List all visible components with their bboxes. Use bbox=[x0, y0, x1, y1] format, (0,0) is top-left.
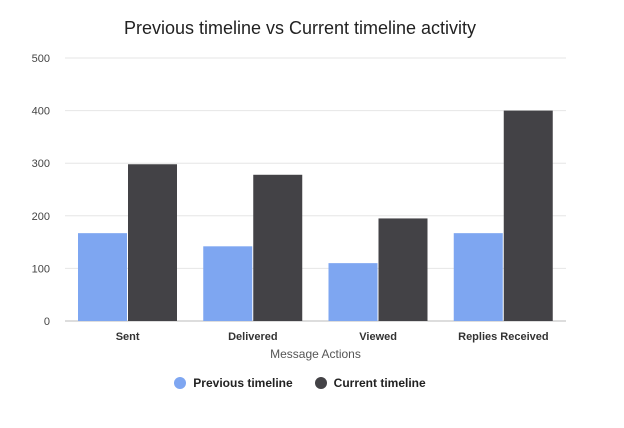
bar-current-viewed bbox=[378, 218, 428, 321]
y-tick-label: 400 bbox=[32, 106, 50, 118]
bar-current-delivered bbox=[253, 174, 303, 321]
x-tick-label: Sent bbox=[116, 331, 140, 343]
x-tick-label: Delivered bbox=[228, 331, 278, 343]
y-tick-label: 100 bbox=[32, 263, 50, 275]
bar-current-replies-received bbox=[503, 110, 553, 321]
bar-previous-sent bbox=[78, 233, 127, 321]
chart-title: Previous timeline vs Current timeline ac… bbox=[123, 18, 477, 38]
legend-swatch-current bbox=[314, 377, 327, 389]
y-tick-label: 300 bbox=[32, 158, 50, 170]
y-tick-label: 500 bbox=[32, 53, 50, 65]
bar-previous-delivered bbox=[203, 246, 253, 321]
x-axis-title: Message Actions bbox=[270, 347, 361, 361]
y-tick-label: 0 bbox=[44, 316, 50, 328]
legend-label-current: Current timeline bbox=[333, 376, 426, 390]
x-tick-label: Replies Received bbox=[458, 331, 549, 343]
bar-previous-viewed bbox=[328, 263, 378, 321]
legend: Previous timeline Current timeline bbox=[0, 376, 600, 390]
legend-item-previous[interactable]: Previous timeline bbox=[174, 376, 293, 390]
legend-item-current[interactable]: Current timeline bbox=[314, 376, 426, 390]
bar-previous-replies-received bbox=[453, 233, 503, 321]
x-tick-label: Viewed bbox=[359, 331, 397, 343]
bar-current-sent bbox=[128, 164, 177, 321]
legend-swatch-previous bbox=[174, 377, 187, 389]
y-tick-label: 200 bbox=[32, 211, 50, 223]
legend-label-previous: Previous timeline bbox=[193, 376, 293, 390]
